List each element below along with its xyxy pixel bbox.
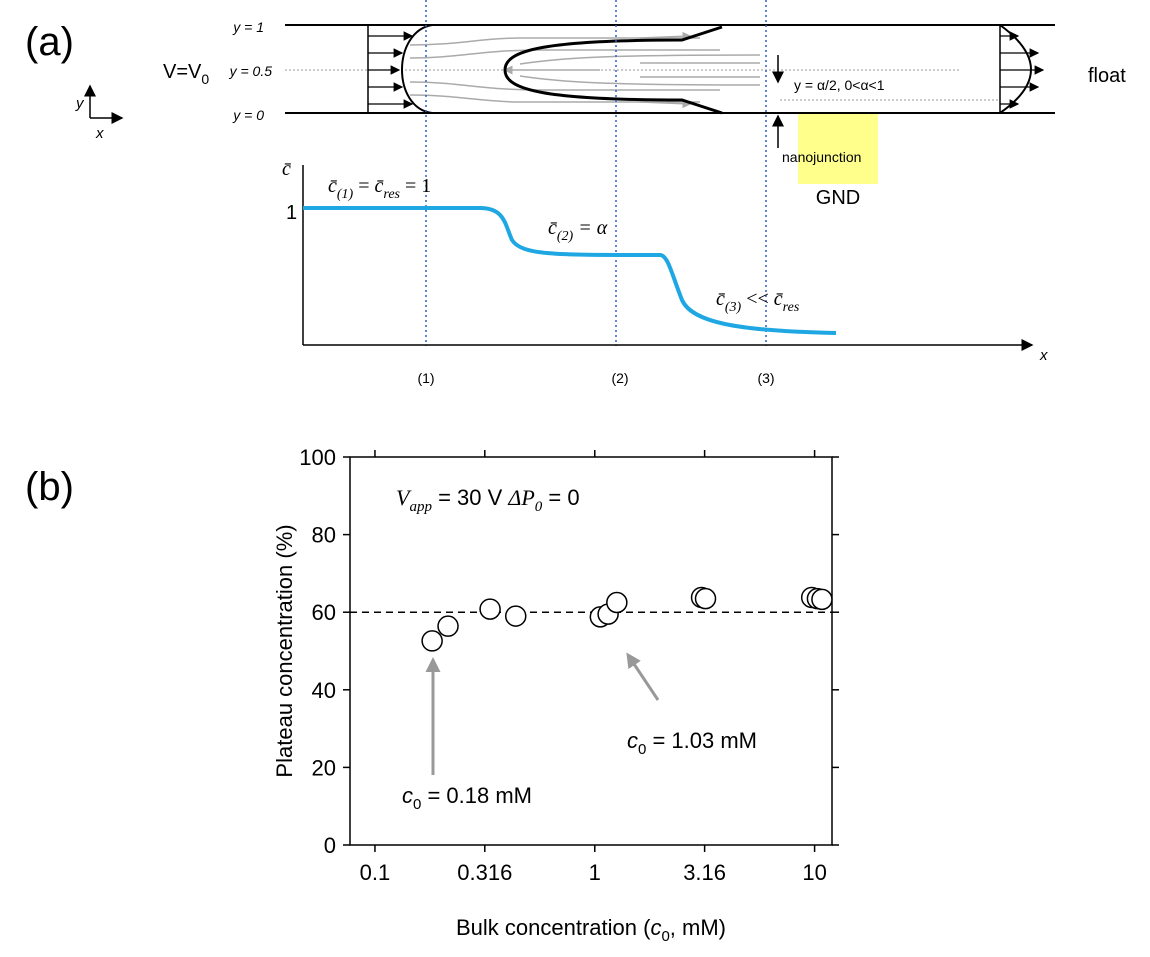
c1-part: = 1 (400, 175, 431, 197)
x-tick-label: 10 (802, 860, 826, 885)
c1-part: (1) (337, 187, 354, 202)
section-label: (1) (417, 370, 434, 386)
section-label: (2) (611, 370, 628, 386)
x-tick-label: 1 (589, 860, 601, 885)
y-level: y = 0 (232, 107, 264, 123)
inlet-sub: 0 (201, 71, 209, 87)
inlet-label: V=V0 (163, 61, 209, 87)
y-tick-label: 40 (312, 678, 336, 703)
c1-part: c̄ (328, 175, 337, 197)
x-tick-label: 0.316 (457, 860, 512, 885)
c2-part: (2) (557, 229, 574, 244)
annotation-part: ΔP (507, 485, 534, 510)
point (437, 615, 459, 637)
y-tick-label: 100 (299, 445, 336, 470)
alpha-note: y = α/2, 0<α<1 (794, 77, 885, 93)
x-label-part: c (650, 915, 661, 940)
section-label: (3) (757, 370, 774, 386)
c3-part: c̄ (716, 288, 725, 310)
axis-icon-label: x (95, 125, 104, 142)
annotation-part: 0 (413, 796, 421, 813)
c-one: 1 (286, 202, 297, 224)
y-level: y = 0.5 (229, 63, 273, 79)
x-axis-label: Bulk concentration (c0, mM) (456, 915, 726, 945)
nanojunction-label: nanojunction (782, 149, 861, 165)
annotation: c0 = 0.18 mM (402, 783, 532, 813)
point (504, 605, 527, 627)
annotation-part: = 0.18 mM (421, 783, 532, 808)
ground-label: GND (816, 187, 860, 209)
c3-label: c̄(3) << c̄res (716, 288, 800, 315)
panel-label: (b) (25, 465, 74, 509)
annotation-part: V (396, 485, 412, 510)
annotation-part: c (627, 728, 638, 753)
c2-part: = α (573, 217, 607, 239)
c3-part: (3) (725, 300, 742, 315)
recirculation-boundary (503, 25, 723, 115)
outlet-label: float (1088, 65, 1126, 87)
axis-icon-label: y (75, 95, 85, 112)
annotation-part: c (402, 783, 413, 808)
point (606, 591, 628, 614)
x-label-part: , mM) (670, 915, 726, 940)
point (694, 587, 717, 610)
c-axis-label: c̄ (282, 158, 291, 180)
concentration-profile (303, 206, 837, 335)
y-axis-label: Plateau concentration (%) (272, 524, 297, 777)
c1-part: = (353, 175, 374, 197)
inlet-text: V=V (163, 61, 202, 83)
outlet-arrows (1000, 31, 1045, 109)
point (421, 630, 443, 652)
y-tick-label: 60 (312, 600, 336, 625)
x-label-part: Bulk concentration ( (456, 915, 651, 940)
nanojunction-pad (798, 114, 878, 184)
point (811, 588, 833, 611)
annotation-part: = 1.03 mM (646, 728, 757, 753)
c2-part: c̄ (548, 217, 557, 239)
c3-part: res (783, 300, 800, 315)
outlet-parabola (999, 24, 1032, 114)
y-tick-label: 0 (324, 833, 336, 858)
c3-part: c̄ (774, 288, 783, 310)
y-level: y = 1 (232, 19, 264, 35)
plot-frame (349, 456, 833, 846)
annotation: c0 = 1.03 mM (627, 728, 757, 758)
panel-label: (a) (25, 20, 74, 64)
section-lines (425, 0, 767, 346)
annotation-part: = 30 V (432, 485, 508, 510)
y-tick-label: 20 (312, 755, 336, 780)
x-tick-label: 3.16 (683, 860, 726, 885)
annotation-arrow (626, 652, 660, 701)
x-axis-label: x (1039, 347, 1048, 364)
annotation-part: 0 (535, 499, 543, 515)
x-tick-label: 0.1 (360, 860, 391, 885)
c2-label: c̄(2) = α (548, 217, 608, 244)
point (479, 598, 501, 620)
annotation: Vapp = 30 V ΔP0 = 0 (396, 485, 580, 515)
x-label-part: 0 (661, 928, 669, 945)
annotation-part: = 0 (542, 485, 579, 510)
c1-part: c̄ (375, 175, 384, 197)
inlet-arrows (368, 31, 414, 109)
y-tick-label: 80 (312, 523, 336, 548)
annotation-part: app (409, 499, 432, 515)
c3-part: << (741, 288, 774, 310)
c1-label: c̄(1) = c̄res = 1 (328, 175, 431, 202)
annotation-part: 0 (638, 741, 646, 758)
c1-part: res (383, 187, 400, 202)
front (401, 24, 433, 114)
